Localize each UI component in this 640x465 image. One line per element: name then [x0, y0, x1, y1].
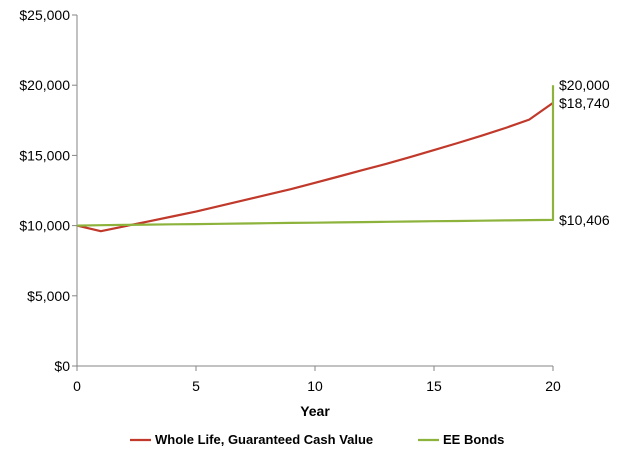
y-tick-label: $10,000 [19, 218, 70, 234]
y-tick-label: $15,000 [19, 147, 70, 163]
data-label: $20,000 [559, 77, 610, 93]
y-tick-label: $5,000 [27, 288, 70, 304]
series-line-1 [76, 85, 555, 227]
y-axis: $0 $5,000 $10,000 $15,000 $20,000 $25,000 [19, 7, 78, 374]
data-label: $10,406 [559, 212, 610, 228]
x-tick-label: 0 [73, 378, 81, 394]
legend-label-0: Whole Life, Guaranteed Cash Value [155, 432, 373, 447]
x-tick-label: 5 [192, 378, 200, 394]
x-axis-title: Year [300, 403, 330, 419]
series-group [76, 85, 555, 233]
legend-label-1: EE Bonds [443, 432, 504, 447]
annotation-group: $20,000 $18,740 $10,406 [559, 77, 610, 228]
y-tick-label: $20,000 [19, 77, 70, 93]
x-tick-label: 15 [426, 378, 442, 394]
x-tick-label: 10 [307, 378, 323, 394]
x-axis: 0 5 10 15 20 [73, 365, 561, 394]
legend: Whole Life, Guaranteed Cash Value EE Bond… [130, 432, 504, 447]
series-line-0 [76, 101, 554, 233]
y-tick-label: $25,000 [19, 7, 70, 23]
y-tick-label: $0 [54, 358, 70, 374]
x-tick-label: 20 [545, 378, 561, 394]
data-label: $18,740 [559, 95, 610, 111]
